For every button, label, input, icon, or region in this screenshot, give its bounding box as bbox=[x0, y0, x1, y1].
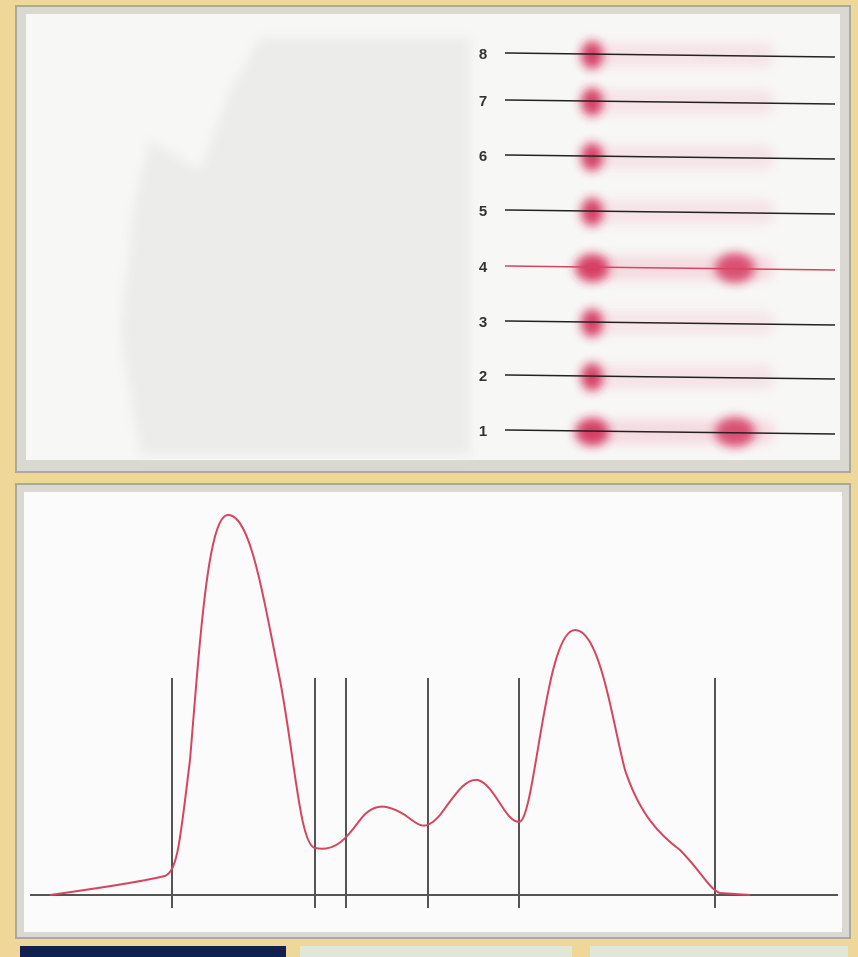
lane-label: 4 bbox=[479, 259, 488, 276]
lane-label: 5 bbox=[479, 203, 487, 220]
lane-label: 7 bbox=[479, 93, 487, 110]
band-spot bbox=[581, 363, 603, 391]
lane-label: 6 bbox=[479, 148, 487, 165]
profile-area bbox=[24, 492, 842, 932]
band-spot bbox=[575, 418, 609, 446]
band-spot bbox=[581, 88, 603, 116]
screen: 8 7 6 5 4 3 2 1 bbox=[0, 0, 858, 957]
band-spot bbox=[581, 41, 603, 69]
tab[interactable] bbox=[20, 946, 286, 957]
band-spot bbox=[581, 309, 603, 337]
lane-label: 8 bbox=[479, 46, 487, 63]
lane-label: 2 bbox=[479, 368, 487, 385]
band-spot bbox=[581, 143, 603, 171]
tab[interactable] bbox=[300, 946, 572, 957]
band-spot bbox=[581, 198, 603, 226]
tab[interactable] bbox=[590, 946, 848, 957]
page: 87654321 (() => { const data = JSON.pars… bbox=[0, 0, 858, 957]
band-spot bbox=[575, 254, 609, 282]
lane-label: 3 bbox=[479, 314, 487, 331]
lane-label: 1 bbox=[479, 423, 487, 440]
